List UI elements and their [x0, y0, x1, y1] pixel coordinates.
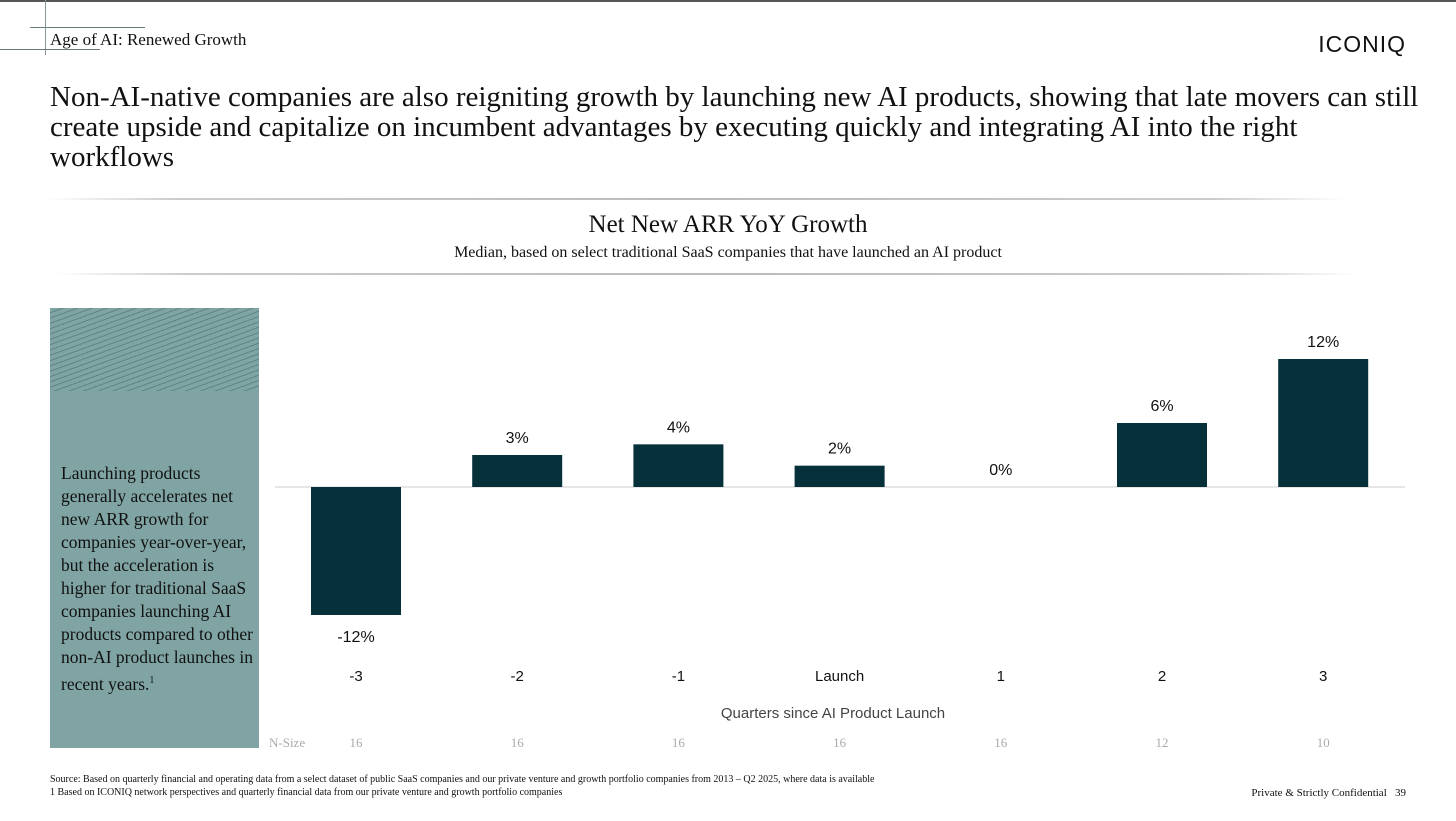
x-tick-label: 2: [1158, 668, 1166, 685]
bar--3: [311, 487, 401, 615]
bar-Launch: [794, 465, 885, 487]
n-size-value: 16: [994, 735, 1008, 750]
n-size-value: 10: [1317, 735, 1330, 750]
bar--1: [633, 444, 724, 487]
data-label: 2%: [828, 441, 851, 458]
headline: Non-AI-native companies are also reignit…: [50, 81, 1419, 173]
data-label: 12%: [1307, 334, 1339, 351]
x-tick-label: 3: [1319, 668, 1327, 685]
bar-2: [1117, 423, 1207, 487]
footnote-marker: 1: [149, 675, 155, 686]
bar--2: [472, 455, 563, 487]
n-size-value: 16: [833, 735, 847, 750]
data-label: 3%: [506, 430, 529, 447]
x-axis-label: Quarters since AI Product Launch: [721, 705, 945, 722]
n-size-value: 12: [1156, 735, 1169, 750]
chart-title: Net New ARR YoY Growth: [588, 211, 868, 238]
x-tick-label: -2: [511, 668, 524, 685]
data-label: 6%: [1150, 398, 1173, 415]
callout-body: Launching products generally accelerates…: [61, 463, 253, 694]
data-label: 4%: [667, 419, 690, 436]
divider: [55, 273, 1355, 275]
divider: [45, 198, 1345, 200]
n-size-value: 16: [672, 735, 686, 750]
bar-3: [1278, 359, 1369, 487]
x-tick-label: -1: [672, 668, 685, 685]
x-tick-label: -3: [349, 668, 362, 685]
callout-text: Launching products generally accelerates…: [61, 462, 256, 696]
x-tick-label: 1: [997, 668, 1005, 685]
hatch-pattern: [50, 308, 259, 391]
top-border: [0, 0, 1456, 2]
footnote-1: 1 Based on ICONIQ network perspectives a…: [50, 787, 563, 798]
source-note: Source: Based on quarterly financial and…: [50, 774, 875, 785]
callout-box: Launching products generally accelerates…: [50, 308, 259, 748]
x-tick-label: Launch: [815, 668, 864, 685]
decorative-line: [0, 49, 100, 50]
n-size-label: N-Size: [269, 735, 305, 750]
n-size-value: 16: [350, 735, 364, 750]
section-title: Age of AI: Renewed Growth: [50, 30, 247, 49]
data-label: 0%: [989, 462, 1012, 479]
data-label: -12%: [337, 629, 374, 646]
page-number: 39: [1395, 787, 1406, 799]
chart-subtitle: Median, based on select traditional SaaS…: [454, 244, 1002, 261]
confidential-text: Private & Strictly Confidential: [1251, 787, 1387, 799]
decorative-line: [30, 27, 145, 28]
confidential-label: Private & Strictly Confidential 39: [1251, 787, 1406, 799]
iconiq-logo: ICONIQ: [1318, 31, 1406, 57]
n-size-value: 16: [511, 735, 525, 750]
